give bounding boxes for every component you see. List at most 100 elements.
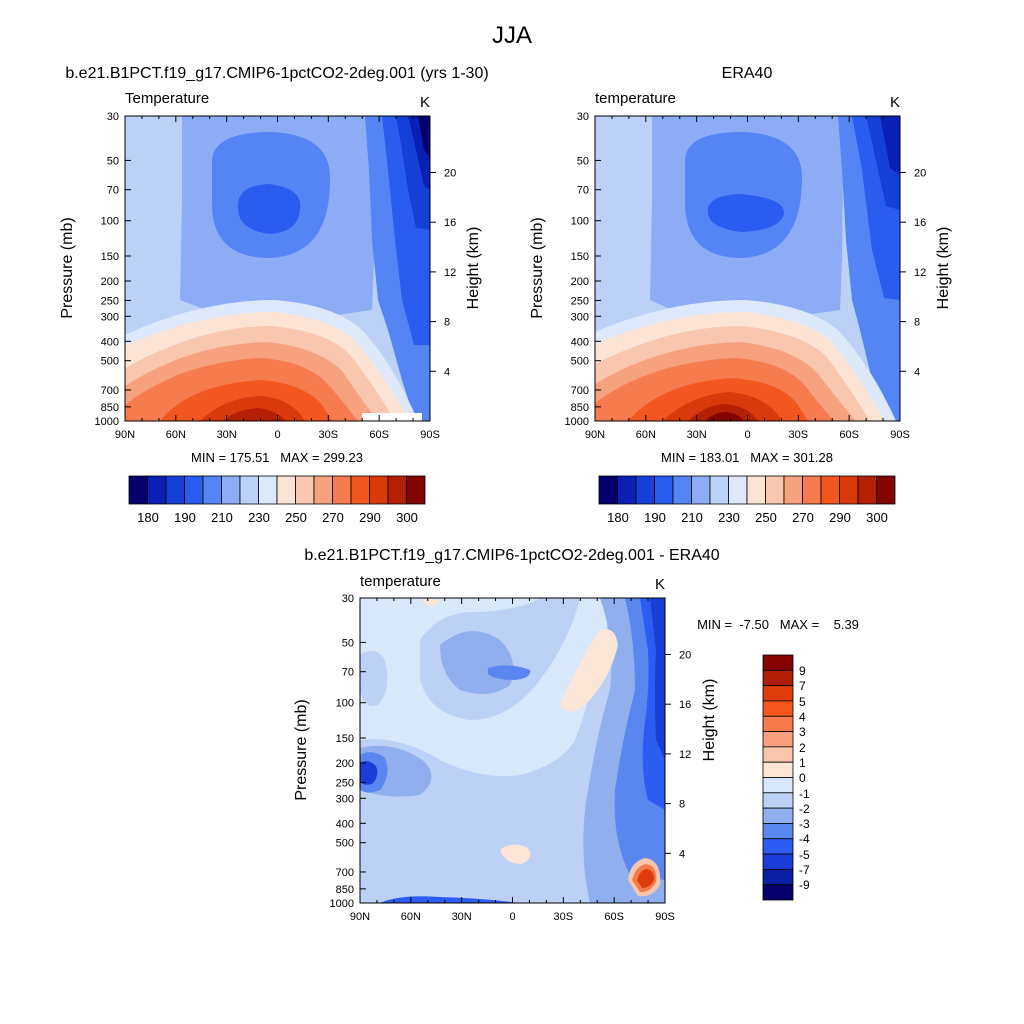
difference-colorbar-label: -3 <box>799 817 810 831</box>
obs-colorbar-label: 180 <box>607 510 629 525</box>
colorbar-swatch <box>369 475 389 505</box>
model-x-tick-label: 60S <box>369 429 389 441</box>
obs-x-tick-label: 90S <box>890 429 910 441</box>
obs-pressure-tick-label: 30 <box>577 111 589 123</box>
model-pressure-tick-label: 400 <box>101 336 119 348</box>
obs-colorbar-label: 190 <box>644 510 666 525</box>
difference-colorbar: 9 7 5 4 3 2 1 0 -1 -2 -3 -4 -5 -7 -9 <box>762 654 810 901</box>
colorbar-swatch <box>406 475 426 505</box>
difference-colorbar-labels: 9 7 5 4 3 2 1 0 -1 -2 -3 -4 -5 -7 -9 <box>799 664 810 892</box>
difference-colorbar-label: -7 <box>799 863 810 877</box>
model-x-tick-label: 90S <box>420 429 440 441</box>
obs-pressure-tick-label: 70 <box>577 185 589 197</box>
colorbar-swatch <box>762 853 794 870</box>
obs-panel: ERA40 temperature K Pressure (mb) Height… <box>529 65 952 525</box>
difference-height-tick-label: 20 <box>679 649 691 661</box>
colorbar-swatch <box>635 475 655 505</box>
model-colorbar-labels: 180 190 210 230 250 270 290 300 <box>137 510 418 525</box>
colorbar-swatch <box>762 807 794 824</box>
obs-contour-field <box>595 116 900 421</box>
obs-panel-title: ERA40 <box>722 65 773 82</box>
colorbar-swatch <box>598 475 618 505</box>
obs-height-tick-label: 4 <box>914 366 920 378</box>
obs-colorbar-labels: 180 190 210 230 250 270 290 300 <box>607 510 888 525</box>
colorbar-swatch <box>762 792 794 809</box>
obs-x-tick-label: 30S <box>789 429 809 441</box>
model-pressure-tick-label: 250 <box>101 295 119 307</box>
difference-pressure-tick-label: 250 <box>336 777 354 789</box>
difference-height-tick-label: 8 <box>679 799 685 811</box>
obs-pressure-tick-label: 300 <box>571 311 589 323</box>
model-pressure-tick-label: 500 <box>101 356 119 368</box>
obs-colorbar-label: 300 <box>866 510 888 525</box>
difference-colorbar-label: -2 <box>799 802 810 816</box>
difference-field-warm-streak <box>560 629 618 712</box>
colorbar-swatch <box>762 838 794 855</box>
colorbar-swatch <box>762 868 794 886</box>
difference-x-tick-label: 60N <box>401 911 421 923</box>
model-colorbar-label: 270 <box>322 510 344 525</box>
difference-height-axis-title: Height (km) <box>701 679 718 762</box>
obs-units-label: K <box>890 94 900 111</box>
colorbar-swatch <box>762 700 794 717</box>
model-field-missing-surface <box>362 413 422 421</box>
colorbar-swatch <box>165 475 185 505</box>
difference-field-small-pocket <box>360 651 388 706</box>
colorbar-swatch <box>762 731 794 748</box>
model-colorbar-label: 290 <box>359 510 381 525</box>
colorbar-swatch <box>820 475 840 505</box>
difference-pressure-tick-label: 300 <box>336 793 354 805</box>
difference-height-tick-label: 4 <box>679 848 685 860</box>
model-x-tick-label: 30N <box>217 429 237 441</box>
model-pressure-tick-label: 1000 <box>95 416 119 428</box>
difference-pressure-tick-label: 100 <box>336 698 354 710</box>
difference-pressure-tick-label: 30 <box>342 593 354 605</box>
colorbar-swatch <box>672 475 692 505</box>
obs-pressure-tick-label: 200 <box>571 276 589 288</box>
colorbar-swatch <box>762 669 794 687</box>
colorbar-swatch <box>221 475 241 505</box>
colorbar-swatch <box>128 475 148 505</box>
model-x-tick-label: 90N <box>115 429 135 441</box>
difference-colorbar-label: 7 <box>799 679 806 693</box>
model-x-tick-label: 0 <box>274 429 280 441</box>
obs-pressure-tick-label: 1000 <box>565 416 589 428</box>
colorbar-swatch <box>802 475 822 505</box>
colorbar-swatch <box>762 746 794 763</box>
model-field-polar-band-5 <box>418 116 430 158</box>
model-height-axis-title: Height (km) <box>465 227 482 310</box>
colorbar-swatch <box>746 475 766 505</box>
difference-colorbar-label: 9 <box>799 664 806 678</box>
colorbar-swatch <box>762 685 794 702</box>
difference-variable-label: temperature <box>360 573 441 590</box>
model-colorbar-label: 300 <box>396 510 418 525</box>
model-pressure-tick-label: 30 <box>107 111 119 123</box>
model-pressure-tick-label: 50 <box>107 155 119 167</box>
obs-colorbar: 180 190 210 230 250 270 290 300 <box>598 475 896 525</box>
model-colorbar-label: 190 <box>174 510 196 525</box>
model-height-tick-label: 20 <box>444 167 456 179</box>
model-pressure-tick-label: 850 <box>101 402 119 414</box>
difference-colorbar-label: 5 <box>799 695 806 709</box>
obs-colorbar-label: 290 <box>829 510 851 525</box>
obs-field-polar-band-4 <box>880 116 900 175</box>
obs-pressure-axis-title: Pressure (mb) <box>529 217 546 318</box>
model-units-label: K <box>420 94 430 111</box>
difference-field-warm-spot <box>500 844 531 864</box>
difference-colorbar-label: 3 <box>799 725 806 739</box>
colorbar-swatch <box>876 475 896 505</box>
difference-colorbar-label: 4 <box>799 710 806 724</box>
obs-height-tick-label: 20 <box>914 167 926 179</box>
obs-pressure-tick-label: 500 <box>571 356 589 368</box>
obs-variable-label: temperature <box>595 90 676 107</box>
colorbar-swatch <box>762 761 794 778</box>
difference-x-tick-label: 30S <box>554 911 574 923</box>
difference-pressure-tick-label: 70 <box>342 667 354 679</box>
model-colorbar-label: 230 <box>248 510 270 525</box>
difference-units-label: K <box>655 576 665 593</box>
model-colorbar-label: 210 <box>211 510 233 525</box>
colorbar-swatch <box>857 475 877 505</box>
difference-x-tick-label: 0 <box>509 911 515 923</box>
difference-height-tick-label: 16 <box>679 699 691 711</box>
model-height-tick-label: 16 <box>444 217 456 229</box>
